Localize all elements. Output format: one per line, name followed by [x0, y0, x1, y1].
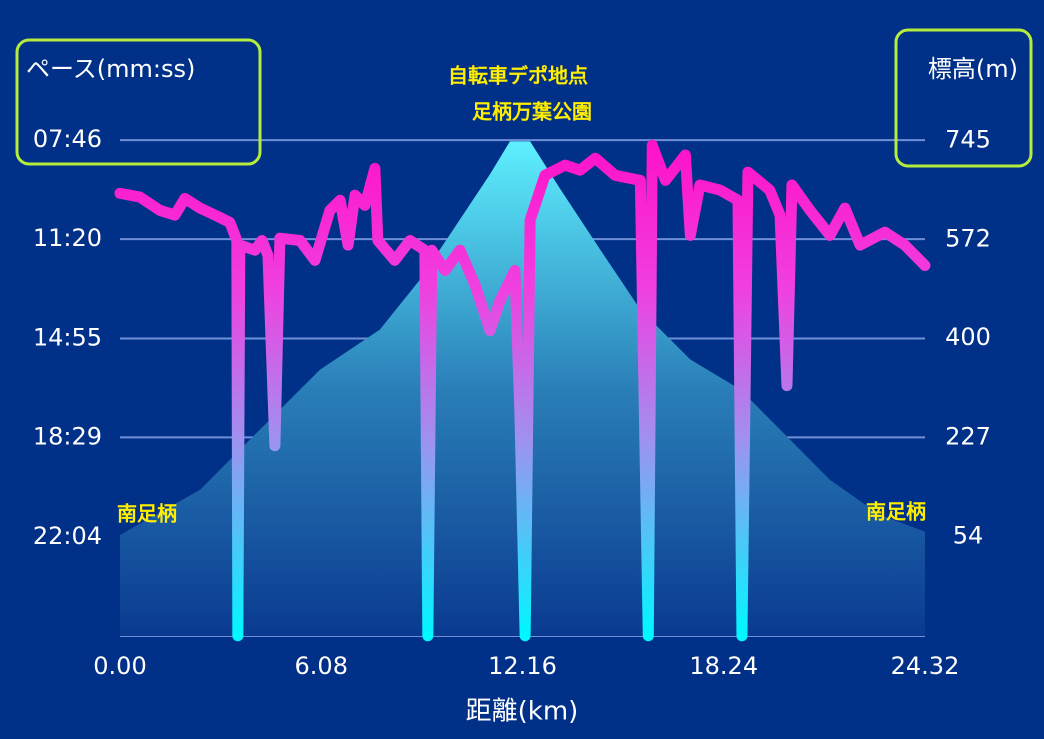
y2-tick-label: 227 [945, 422, 991, 450]
y-tick-label: 07:46 [33, 125, 102, 153]
pace-line [114, 139, 931, 642]
y-tick-label: 14:55 [33, 324, 102, 352]
y-tick-label: 11:20 [33, 224, 102, 252]
y2-tick-label: 572 [945, 225, 991, 253]
annotation: 足柄万葉公園 [472, 100, 592, 124]
x-tick-label: 12.16 [488, 652, 557, 680]
highlight-box [15, 38, 262, 166]
x-tick-label: 18.24 [689, 652, 758, 680]
y2-tick-label: 400 [945, 323, 991, 351]
y2-tick-label: 54 [953, 522, 984, 550]
y-axis-title: ペース(mm:ss) [26, 55, 195, 83]
y-tick-label: 22:04 [33, 522, 102, 550]
plot [114, 139, 931, 642]
x-tick-label: 24.32 [891, 652, 960, 680]
y2-axis-title: 標高(m) [928, 55, 1018, 83]
annotation: 南足柄 [866, 500, 926, 524]
x-tick-label: 6.08 [295, 652, 348, 680]
x-axis-title: 距離(km) [466, 697, 579, 727]
annotation: 自転車デポ地点 [448, 64, 588, 88]
y2-tick-label: 745 [945, 125, 991, 153]
highlight-box [894, 28, 1033, 168]
y-tick-label: 18:29 [33, 422, 102, 450]
annotation: 南足柄 [117, 502, 177, 526]
x-tick-label: 0.00 [93, 652, 146, 680]
